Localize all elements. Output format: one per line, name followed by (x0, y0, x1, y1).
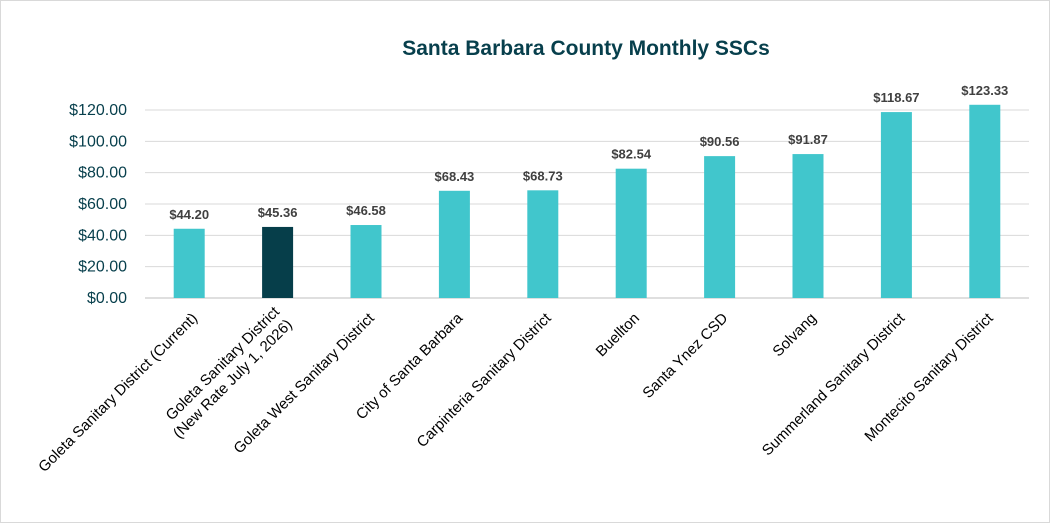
category-label-line: Buellton (593, 310, 643, 360)
y-tick-label: $40.00 (78, 227, 127, 244)
category-label: Solvang (769, 310, 819, 360)
bars (173, 104, 1001, 299)
data-label: $45.36 (258, 205, 298, 220)
bar (350, 225, 382, 298)
chart-title: Santa Barbara County Monthly SSCs (402, 37, 770, 60)
y-tick-label: $0.00 (87, 290, 127, 307)
bar (704, 156, 736, 298)
category-label-line: (New Rate July 1, 2026) (170, 316, 296, 442)
data-label: $118.67 (873, 90, 919, 105)
data-label: $68.73 (523, 168, 563, 183)
category-label-line: Solvang (769, 310, 819, 360)
y-tick-label: $120.00 (69, 102, 127, 119)
bar (880, 112, 912, 298)
category-label-line: Goleta Sanitary District (Current) (35, 310, 201, 476)
y-tick-label: $60.00 (78, 196, 127, 213)
y-tick-label: $20.00 (78, 259, 127, 276)
bar (969, 104, 1001, 299)
data-label: $82.54 (611, 147, 652, 162)
data-label: $68.43 (435, 169, 475, 184)
category-label-line: Santa Ynez CSD (639, 310, 731, 402)
category-label: Summerland Sanitary District (759, 309, 909, 459)
data-label: $91.87 (788, 132, 828, 147)
bar (262, 226, 294, 298)
data-label: $90.56 (700, 134, 740, 149)
y-axis-tick-labels: $0.00 $20.00 $40.00 $60.00 $80.00 $100.00 $120… (69, 102, 127, 307)
category-label-line: Summerland Sanitary District (759, 309, 909, 459)
category-labels: Goleta Sanitary District (Current)Goleta… (35, 303, 997, 476)
data-label: $46.58 (346, 203, 386, 218)
bar (438, 190, 470, 298)
data-label: $44.20 (169, 207, 209, 222)
bar (173, 228, 205, 298)
bar (615, 168, 647, 298)
category-label: Goleta Sanitary District (Current) (35, 310, 201, 476)
bar (527, 190, 559, 298)
category-label: Santa Ynez CSD (639, 310, 731, 402)
data-labels: $44.20 $45.36 $46.58 $68.43 $68.73 $82.54 $90.… (169, 83, 1008, 222)
y-tick-label: $80.00 (78, 165, 127, 182)
y-tick-label: $100.00 (69, 133, 127, 150)
bar (792, 154, 824, 298)
category-label: Buellton (593, 310, 643, 360)
data-label: $123.33 (961, 83, 1008, 98)
